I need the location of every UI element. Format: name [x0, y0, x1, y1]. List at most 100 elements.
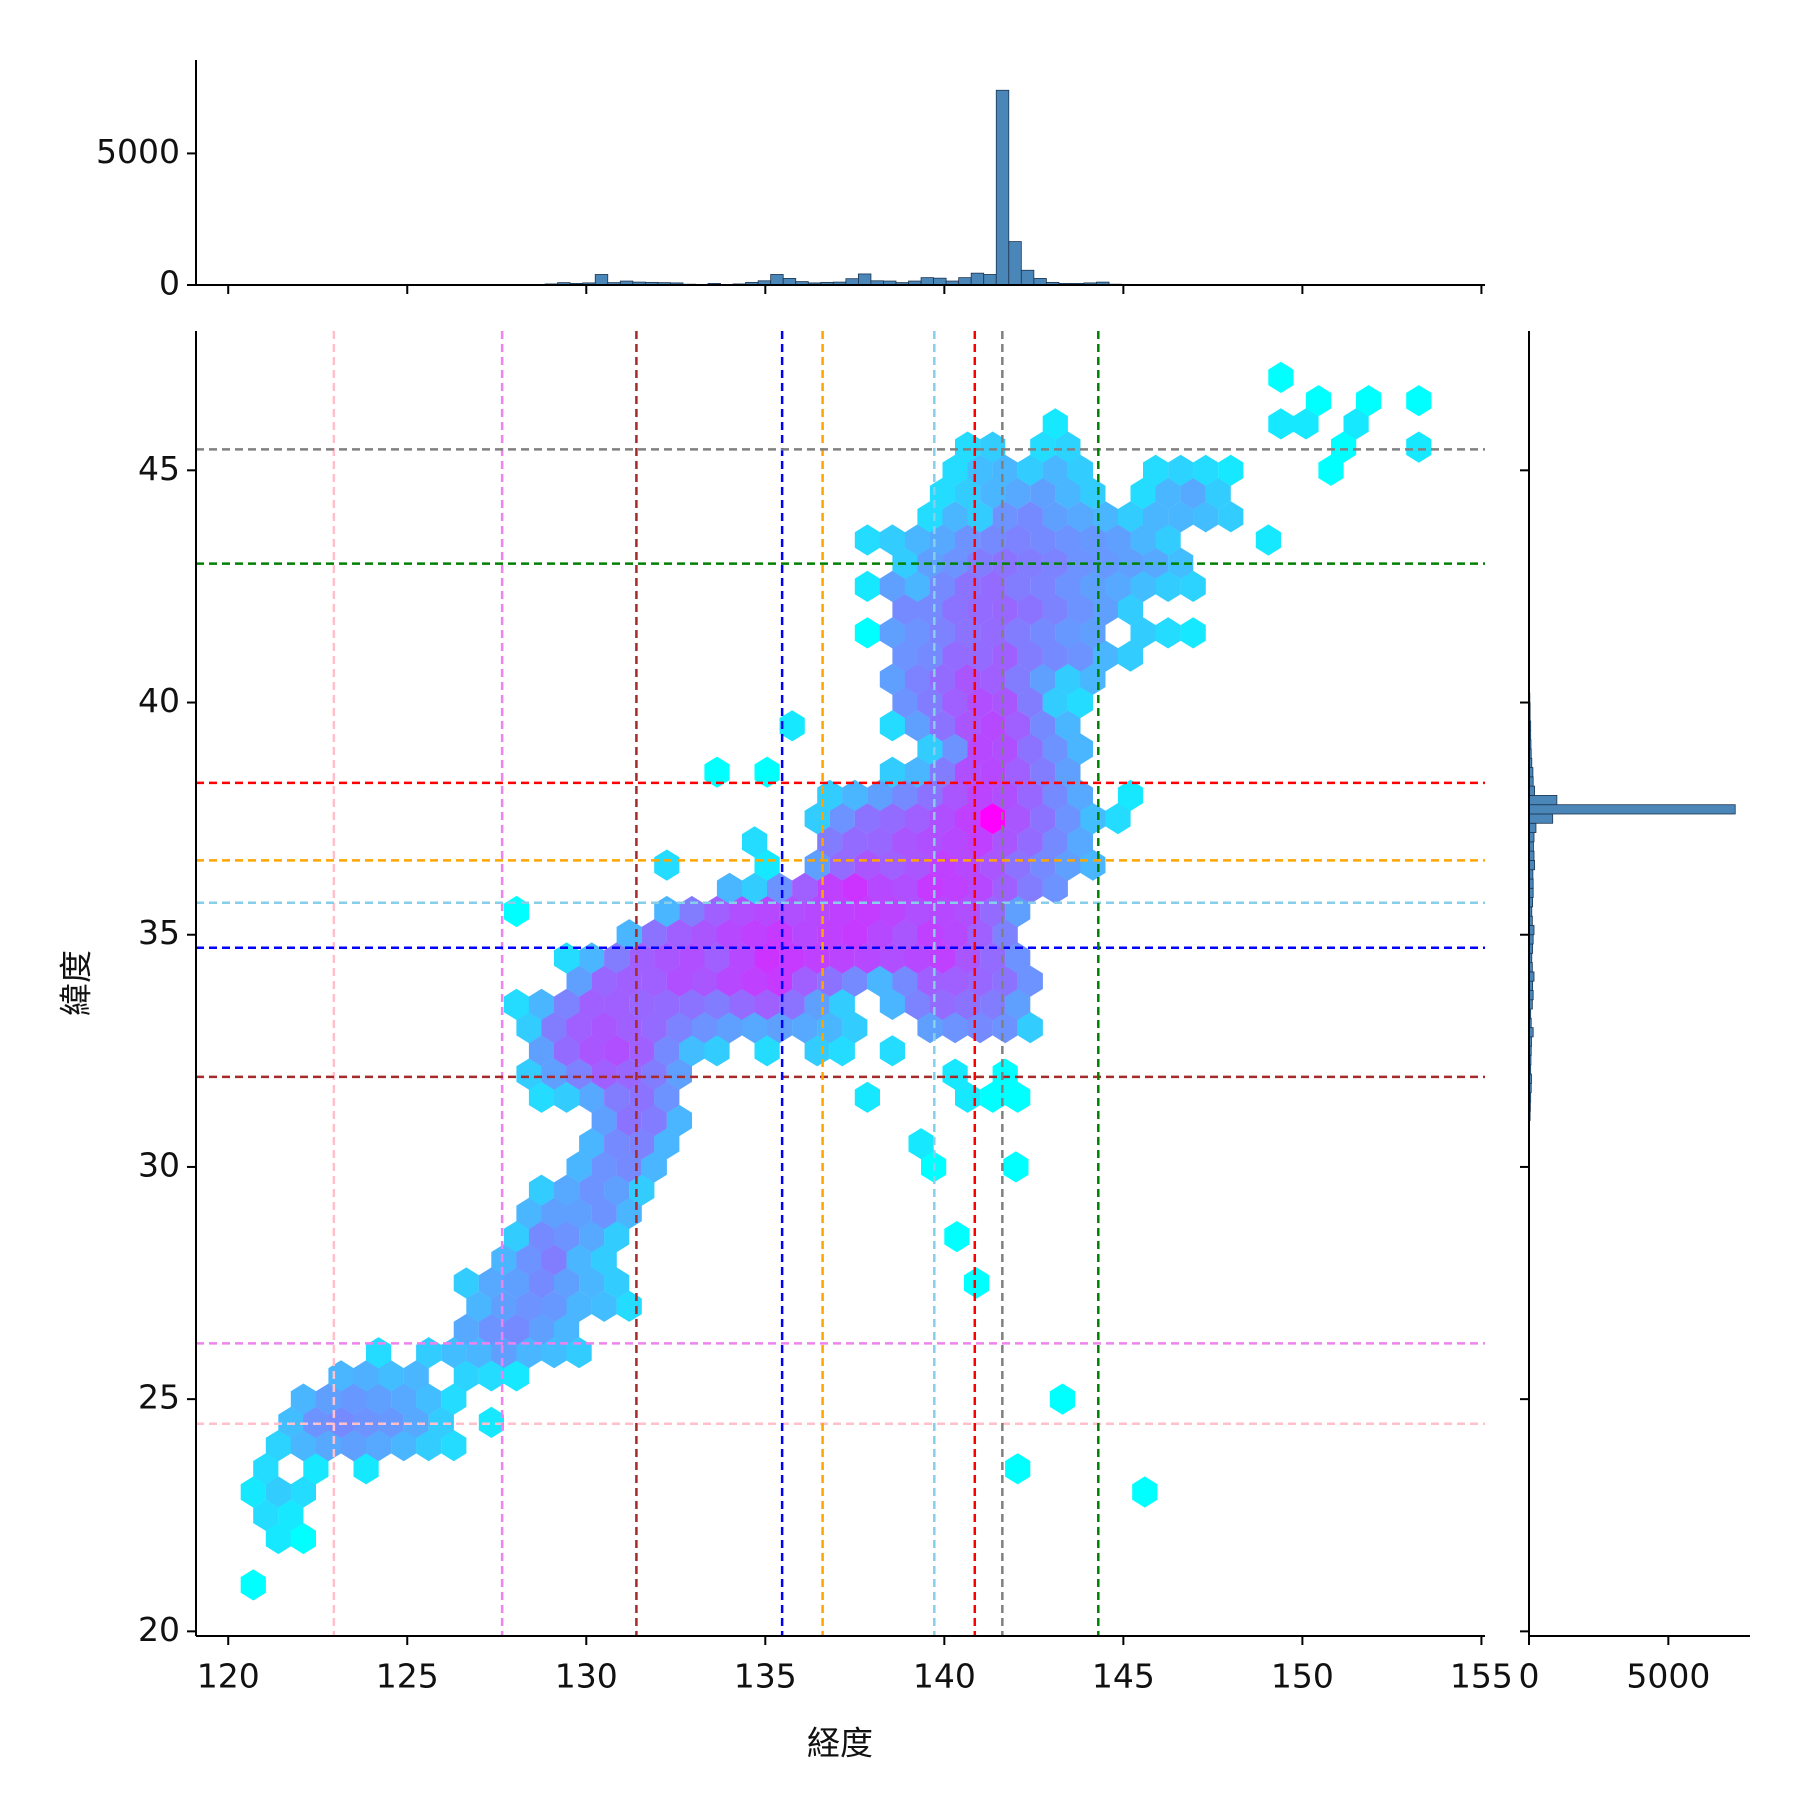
- x-tick-label: 135: [734, 1657, 797, 1696]
- hexbin-cell: [1168, 501, 1194, 533]
- hexbin-cell: [428, 1406, 454, 1438]
- hexbin-cell: [591, 1104, 617, 1137]
- hexbin-cell: [366, 1430, 392, 1462]
- hexbin-cell: [604, 1174, 630, 1206]
- hexbin-cell: [604, 1128, 630, 1160]
- hexbin-cell: [1155, 477, 1181, 510]
- hexbin-cell: [792, 872, 818, 904]
- hexbin-cell: [892, 826, 918, 858]
- hexbin-cell: [804, 1035, 830, 1067]
- x-axis-label: 経度: [807, 1724, 873, 1763]
- hexbin-cell: [416, 1430, 442, 1462]
- hexbin-cell: [904, 570, 931, 602]
- hexbin-cell: [964, 1267, 990, 1299]
- hexbin-cell: [779, 988, 805, 1020]
- hexbin-cell: [641, 919, 667, 951]
- hexbin-cell: [1105, 570, 1131, 602]
- hexbin-cell: [1117, 501, 1144, 533]
- hexbin-cell: [240, 1569, 266, 1601]
- y-tick-label: 0: [159, 264, 180, 303]
- hexbin-cell: [879, 663, 905, 695]
- hexbin-cell: [591, 1244, 617, 1276]
- histogram-bar: [958, 277, 972, 286]
- hexbin-cell: [854, 803, 880, 835]
- hexbin-cell: [503, 895, 530, 928]
- hexbin-cell: [716, 919, 743, 951]
- hexbin-cell: [416, 1383, 442, 1415]
- hexbin-cell: [566, 965, 592, 997]
- hexbin-cell: [1406, 385, 1432, 417]
- hexbin-cell: [340, 1430, 367, 1462]
- hexbin-cell: [1318, 454, 1344, 486]
- hexbin-cell: [980, 617, 1006, 649]
- hexbin-cell: [842, 965, 868, 997]
- hexbin-cell: [1005, 617, 1031, 649]
- hexbin-cell: [591, 1197, 617, 1229]
- hexbin-cell: [904, 849, 931, 881]
- hexbin-cell: [980, 756, 1006, 788]
- hexbin-cell: [453, 1313, 479, 1346]
- hexbin-cell: [641, 965, 667, 997]
- hexbin-cell: [904, 710, 931, 742]
- hexbin-cell: [1005, 942, 1031, 974]
- hexbin-cell: [1005, 1081, 1031, 1113]
- hexbin-cell: [980, 477, 1006, 510]
- hexbin-cell: [566, 1197, 592, 1229]
- hexbin-cell: [942, 779, 968, 811]
- hexbin-cell: [541, 1244, 567, 1276]
- hexbin-cell: [290, 1476, 316, 1508]
- hexbin-cell: [1255, 524, 1281, 556]
- hexbin-cell: [1030, 524, 1056, 556]
- hexbin-cell: [892, 640, 918, 672]
- hexbin-cell: [892, 919, 918, 951]
- hexbin-cell: [742, 965, 768, 997]
- histogram-bar: [983, 274, 997, 286]
- histogram-bar: [770, 274, 784, 286]
- hexbin-cell: [666, 919, 692, 951]
- hexbin-cell: [541, 1012, 567, 1044]
- hexbin-cell: [528, 1035, 555, 1067]
- hexbin-cell: [942, 919, 968, 951]
- hexbin-cell: [767, 1012, 793, 1044]
- hexbin-cell: [641, 1151, 667, 1183]
- hexbin-cell: [1218, 501, 1244, 533]
- hexbin-cell: [917, 686, 943, 719]
- hexbin-cell: [992, 640, 1018, 672]
- hexbin-cell: [591, 1058, 617, 1090]
- hexbin-cell: [579, 1174, 605, 1206]
- hexbin-cell: [278, 1499, 304, 1531]
- hexbin-cell: [767, 872, 793, 904]
- hexbin-cell: [503, 1267, 530, 1299]
- hexbin-cell: [591, 965, 617, 997]
- hexbin-cell: [441, 1383, 467, 1415]
- hexbin-cell: [992, 919, 1018, 951]
- hexbin-cell: [516, 1058, 542, 1090]
- histogram-bar: [1008, 241, 1022, 286]
- hexbin-cell: [942, 594, 968, 626]
- hexbin-cell: [253, 1499, 279, 1531]
- x-tick-label: 145: [1092, 1657, 1155, 1696]
- hexbin-cell: [829, 803, 855, 835]
- hexbin-cell: [917, 594, 943, 626]
- hexbin-cell: [1017, 454, 1043, 486]
- hexbin-cell: [917, 733, 943, 765]
- hexbin-cell: [929, 617, 956, 649]
- hexbin-cell: [1017, 594, 1043, 626]
- hexbin-cell: [303, 1406, 329, 1438]
- hexbin-cell: [391, 1383, 417, 1415]
- hexbin-cell: [842, 1012, 868, 1044]
- hexbin-cell: [1155, 570, 1181, 602]
- hexbin-cell: [980, 988, 1006, 1020]
- x-tick-label: 120: [197, 1657, 260, 1696]
- hexbin-cell: [754, 756, 780, 788]
- hexbin-cell: [666, 1058, 692, 1090]
- hexbin-cell: [980, 431, 1006, 463]
- hexbin-cell: [1005, 803, 1031, 835]
- hexbin-cell: [240, 1476, 266, 1508]
- hexbin-cell: [904, 617, 931, 649]
- hexbin-cell: [929, 756, 956, 788]
- hexbin-cell: [478, 1406, 504, 1438]
- hexbin-cell: [1193, 501, 1219, 533]
- hexbin-cell: [566, 1058, 592, 1090]
- hexbin-cell: [691, 919, 717, 951]
